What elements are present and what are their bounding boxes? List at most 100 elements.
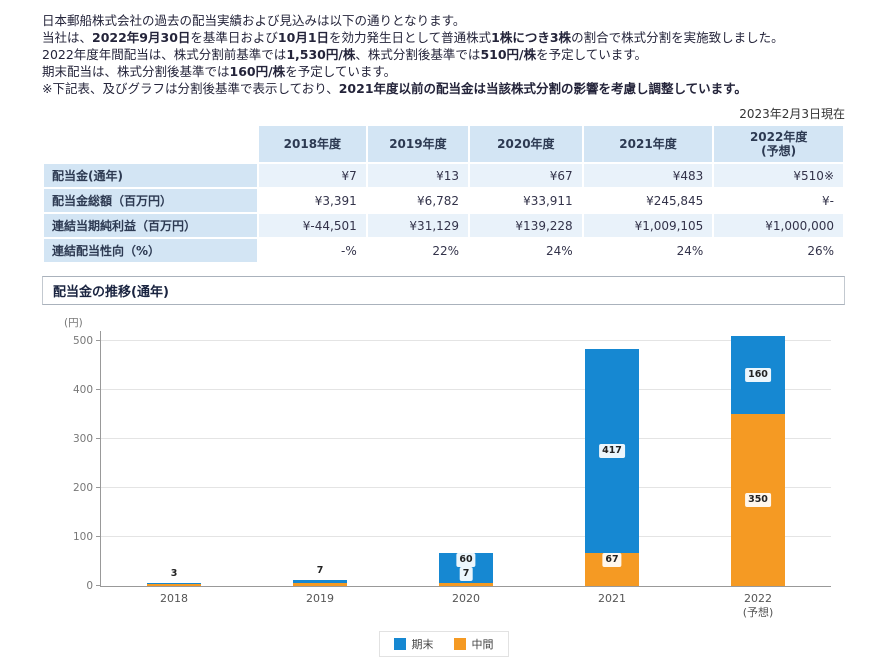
intro-text-segment: 2021年度以前の配当金は当該株式分割の影響を考慮し調整しています。 [338, 81, 747, 96]
intro-text-segment: を予定しています。 [536, 47, 647, 62]
legend-item-中間: 中間 [453, 636, 494, 652]
bar-value-label: 417 [599, 443, 625, 458]
y-tick-mark [96, 486, 101, 488]
intro-line: 当社は、2022年9月30日を基準日および10月1日を効力発生日として普通株式1… [42, 29, 845, 46]
chart-legend: 期末 中間 [42, 631, 845, 657]
y-tick-label: 0 [86, 580, 93, 592]
table-cell: ¥-44,501 [259, 214, 366, 237]
intro-text-segment: 日本郵船株式会社の過去の配当実績および見込みは以下の通りとなります。 [42, 13, 466, 28]
intro-text-segment: 1株につき3株 [491, 30, 572, 45]
chart-title: 配当金の推移(通年) [53, 285, 169, 300]
gridline [101, 486, 831, 488]
table-row: 連結当期純利益（百万円） ¥-44,501 ¥31,129 ¥139,228 ¥1,00… [44, 214, 843, 237]
table-body: 配当金(通年) ¥7 ¥13 ¥67 ¥483 ¥510※ 配当金総額（百万円） ¥3,391… [44, 164, 843, 262]
intro-text-segment: 510円/株 [480, 47, 537, 62]
bar-value-label: 350 [745, 493, 771, 508]
table-cell: ¥483 [583, 164, 713, 187]
row-label: 連結当期純利益（百万円） [44, 214, 257, 237]
legend-box: 期末 中間 [378, 631, 509, 657]
table-head: 2018年度 2019年度 2020年度 2021年度 2022年度 (予想) [44, 126, 843, 162]
y-tick-label: 100 [72, 530, 93, 543]
table-cell: -% [259, 239, 366, 262]
table-cell: ¥31,129 [367, 214, 469, 237]
bar-value-label: 67 [602, 553, 622, 568]
table-cell: ¥33,911 [470, 189, 582, 212]
x-tick-label: 2021 [598, 592, 626, 605]
bar-segment-期末 [293, 579, 347, 584]
table-row: 連結配当性向（%） -% 22% 24% 24% 26% [44, 239, 843, 262]
bar-segment-中間 [439, 582, 493, 586]
bar-segment-中間 [147, 584, 201, 586]
y-tick-label: 200 [72, 481, 93, 494]
table-cell: 22% [367, 239, 469, 262]
y-tick-mark [96, 437, 101, 439]
table-cell: ¥1,000,000 [714, 214, 843, 237]
gridline [101, 388, 831, 390]
y-tick-label: 500 [72, 334, 93, 347]
legend-swatch [393, 638, 406, 650]
column-header: 2021年度 [583, 126, 713, 162]
intro-text-segment: 2022年度年間配当は、株式分割前基準では [42, 47, 287, 62]
table-cell: ¥1,009,105 [583, 214, 713, 237]
bar-value-label: 60 [456, 553, 476, 568]
column-header: 2019年度 [367, 126, 469, 162]
y-tick-mark [96, 339, 101, 341]
column-header: 2018年度 [259, 126, 366, 162]
table-cell: 24% [583, 239, 713, 262]
chart-plot-area: 0 100 200 300 400 500 3 2018 7 2019 7 60 2020 67 417 20… [73, 331, 831, 619]
intro-paragraph: 日本郵船株式会社の過去の配当実績および見込みは以下の通りとなります。 当社は、20… [42, 12, 845, 97]
x-tick-label: 2020 [452, 592, 480, 605]
chart-title-bar: 配当金の推移(通年) [42, 276, 845, 305]
intro-text-segment: 1,530円/株 [286, 47, 356, 62]
intro-text-segment: 2022年9月30日 [92, 30, 191, 45]
table-corner-cell [44, 126, 257, 162]
intro-line: ※下記表、及びグラフは分割後基準で表示しており、2021年度以前の配当金は当該株… [42, 80, 845, 97]
legend-label: 期末 [411, 638, 434, 651]
intro-text-segment: 期末配当は、株式分割後基準では [42, 64, 230, 79]
gridline [101, 339, 831, 341]
bar-value-label: 7 [313, 563, 327, 578]
intro-text-segment: を効力発生日として普通株式 [329, 30, 492, 45]
table-cell: ¥6,782 [367, 189, 469, 212]
y-tick-mark [96, 585, 101, 586]
y-tick-mark [96, 535, 101, 537]
as-of-date: 2023年2月3日現在 [739, 107, 845, 121]
row-label: 配当金総額（百万円） [44, 189, 257, 212]
gridline [101, 535, 831, 537]
row-label: 連結配当性向（%） [44, 239, 257, 262]
bar-segment-期末 [147, 582, 201, 585]
intro-text-segment: 当社は、 [42, 30, 93, 45]
dividend-chart: (円) 0 100 200 300 400 500 3 2018 7 2019 7 60 2020 67 4… [42, 313, 845, 619]
bar-value-label: 7 [459, 566, 473, 581]
table-cell: ¥13 [367, 164, 469, 187]
table-row: 配当金(通年) ¥7 ¥13 ¥67 ¥483 ¥510※ [44, 164, 843, 187]
bar-segment-中間 [293, 583, 347, 586]
y-tick-label: 400 [72, 383, 93, 396]
x-tick-label: 2019 [306, 592, 334, 605]
table-cell: ¥67 [470, 164, 582, 187]
table-cell: ¥245,845 [583, 189, 713, 212]
table-cell: ¥139,228 [470, 214, 582, 237]
table-cell: ¥510※ [714, 164, 843, 187]
dividend-history-table: 2018年度 2019年度 2020年度 2021年度 2022年度 (予想) 配当金(通… [42, 124, 845, 264]
table-cell: 26% [714, 239, 843, 262]
row-label: 配当金(通年) [44, 164, 257, 187]
x-tick-label: 2022 (予想) [742, 592, 774, 619]
table-cell: 24% [470, 239, 582, 262]
intro-text-segment: ※下記表、及びグラフは分割後基準で表示しており、 [42, 81, 339, 96]
intro-text-segment: 、株式分割後基準では [355, 47, 481, 62]
gridline [101, 437, 831, 439]
y-axis-unit-label: (円) [64, 317, 83, 329]
table-cell: ¥3,391 [259, 189, 366, 212]
column-header: 2022年度 (予想) [714, 126, 843, 162]
bar-value-label: 3 [167, 566, 181, 581]
column-header: 2020年度 [470, 126, 582, 162]
intro-text-segment: 160円/株 [229, 64, 286, 79]
legend-item-期末: 期末 [393, 636, 434, 652]
intro-text-segment: の割合で株式分割を実施致しました。 [571, 30, 784, 45]
intro-line: 期末配当は、株式分割後基準では160円/株を予定しています。 [42, 63, 845, 80]
bar-value-label: 160 [745, 368, 771, 383]
y-tick-mark [96, 388, 101, 390]
table-cell: ¥- [714, 189, 843, 212]
